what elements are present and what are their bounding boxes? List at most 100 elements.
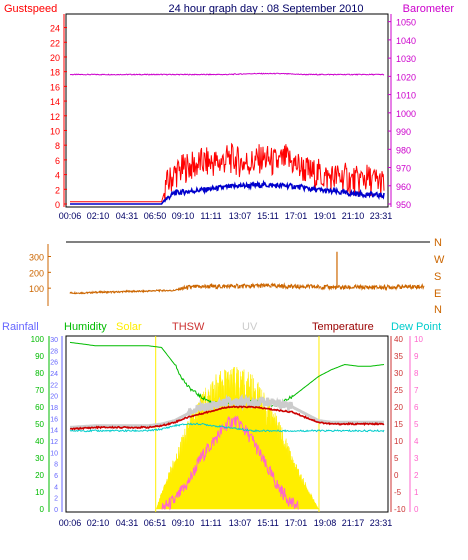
compass-label: W	[434, 254, 445, 266]
direction-tick-label: 100	[29, 284, 44, 294]
barometer-tick-label: 1040	[396, 36, 416, 46]
legend-dewpoint: Dew Point	[391, 321, 441, 333]
uv-tick-label: 1	[414, 488, 419, 497]
speed-x-tick-label: 11:11	[200, 211, 221, 221]
uv-tick-label: 9	[414, 352, 419, 361]
speed-x-tick-label: 23:31	[370, 211, 393, 221]
gust-tick-label: 2	[55, 185, 60, 195]
barometer-tick-label: 1050	[396, 18, 416, 28]
barometer-tick-label: 1030	[396, 54, 416, 64]
humidity-tick-label: 0	[40, 505, 45, 514]
temp-x-tick-label: 15:11	[257, 518, 279, 528]
speed-x-tick-label: 09:10	[172, 211, 195, 221]
temp-tick-label: 20	[394, 403, 403, 412]
rain-tick-label: 2	[54, 496, 58, 503]
temp-tick-label: 5	[394, 454, 399, 463]
legend-humidity: Humidity	[64, 321, 107, 333]
series-line-dewpoint	[69, 422, 385, 433]
rain-tick-label: 14	[50, 428, 58, 435]
legend-thsw: THSW	[172, 321, 205, 333]
uv-tick-label: 0	[414, 505, 419, 514]
rain-tick-label: 22	[50, 382, 58, 389]
temp-x-tick-label: 02:10	[87, 518, 110, 528]
speed-x-tick-label: 04:31	[116, 211, 139, 221]
compass-label: S	[434, 271, 441, 283]
speed-x-tick-label: 02:10	[87, 211, 110, 221]
rain-tick-label: 4	[54, 484, 58, 491]
temp-x-tick-label: 19:08	[314, 518, 337, 528]
speed-x-tick-label: 15:11	[257, 211, 279, 221]
humidity-tick-label: 60	[35, 403, 44, 412]
uv-tick-label: 3	[414, 454, 419, 463]
legend-temperature: Temperature	[312, 321, 374, 333]
temp-tick-label: -5	[394, 488, 402, 497]
series-line-wind	[70, 179, 385, 205]
speed-x-tick-label: 13:07	[229, 211, 252, 221]
humidity-tick-label: 100	[31, 335, 45, 344]
gust-tick-label: 8	[55, 141, 60, 151]
rain-tick-label: 8	[54, 462, 58, 469]
series-line-barometer	[69, 72, 385, 76]
temp-plot-frame	[65, 335, 389, 513]
barometer-title: Barometer	[403, 3, 455, 15]
uv-tick-label: 10	[414, 335, 423, 344]
temp-x-tick-label: 06:51	[144, 518, 167, 528]
rain-tick-label: 16	[50, 416, 58, 423]
gust-tick-label: 16	[50, 82, 60, 92]
series-line-temperature	[69, 405, 385, 431]
temp-x-tick-label: 17:01	[285, 518, 308, 528]
humidity-tick-label: 70	[35, 386, 44, 395]
uv-tick-label: 5	[414, 420, 419, 429]
gust-tick-label: 12	[50, 112, 60, 122]
speed-x-tick-label: 19:01	[314, 211, 337, 221]
compass-label: N	[434, 237, 442, 249]
barometer-tick-label: 970	[396, 164, 411, 174]
rain-tick-label: 28	[50, 348, 58, 355]
rain-tick-label: 12	[50, 439, 58, 446]
series-line-gustspeed	[70, 142, 385, 203]
temp-x-tick-label: 00:06	[59, 518, 82, 528]
temp-tick-label: 30	[394, 369, 403, 378]
temp-tick-label: 35	[394, 352, 403, 361]
series-line-thsw	[70, 393, 384, 429]
compass-label: E	[434, 288, 441, 300]
gust-tick-label: 18	[50, 68, 60, 78]
rain-tick-label: 24	[50, 371, 58, 378]
barometer-tick-label: 1000	[396, 109, 416, 119]
rain-tick-label: 10	[50, 450, 58, 457]
chart-title: 24 hour graph day : 08 September 2010	[168, 3, 363, 15]
temp-x-tick-label: 13:07	[229, 518, 252, 528]
temp-tick-label: 40	[394, 335, 403, 344]
barometer-tick-label: 1020	[396, 72, 416, 82]
legend-rainfall: Rainfall	[2, 321, 39, 333]
temp-tick-label: -10	[394, 505, 406, 514]
temp-x-tick-label: 04:31	[116, 518, 139, 528]
humidity-tick-label: 50	[35, 420, 44, 429]
temp-x-tick-label: 11:11	[200, 518, 221, 528]
gust-tick-label: 22	[50, 38, 60, 48]
uv-tick-label: 8	[414, 369, 419, 378]
direction-tick-label: 200	[29, 268, 44, 278]
uv-tick-label: 4	[414, 437, 419, 446]
temp-x-tick-label: 23:31	[370, 518, 393, 528]
gust-tick-label: 4	[55, 171, 60, 181]
speed-x-tick-label: 00:06	[59, 211, 82, 221]
speed-x-tick-label: 06:50	[144, 211, 167, 221]
humidity-tick-label: 10	[35, 488, 44, 497]
gust-tick-label: 10	[50, 126, 60, 136]
speed-x-tick-label: 21:10	[342, 211, 365, 221]
temp-tick-label: 25	[394, 386, 403, 395]
barometer-tick-label: 980	[396, 145, 411, 155]
speed-plot-frame	[65, 13, 389, 208]
direction-tick-label: 300	[29, 253, 44, 263]
humidity-tick-label: 90	[35, 352, 44, 361]
gustspeed-title: Gustspeed	[4, 3, 57, 15]
barometer-tick-label: 950	[396, 200, 411, 210]
rain-tick-label: 6	[54, 473, 58, 480]
compass-label: N	[434, 304, 442, 316]
rain-tick-label: 0	[54, 507, 58, 514]
rain-tick-label: 30	[50, 337, 58, 344]
rain-tick-label: 18	[50, 405, 58, 412]
